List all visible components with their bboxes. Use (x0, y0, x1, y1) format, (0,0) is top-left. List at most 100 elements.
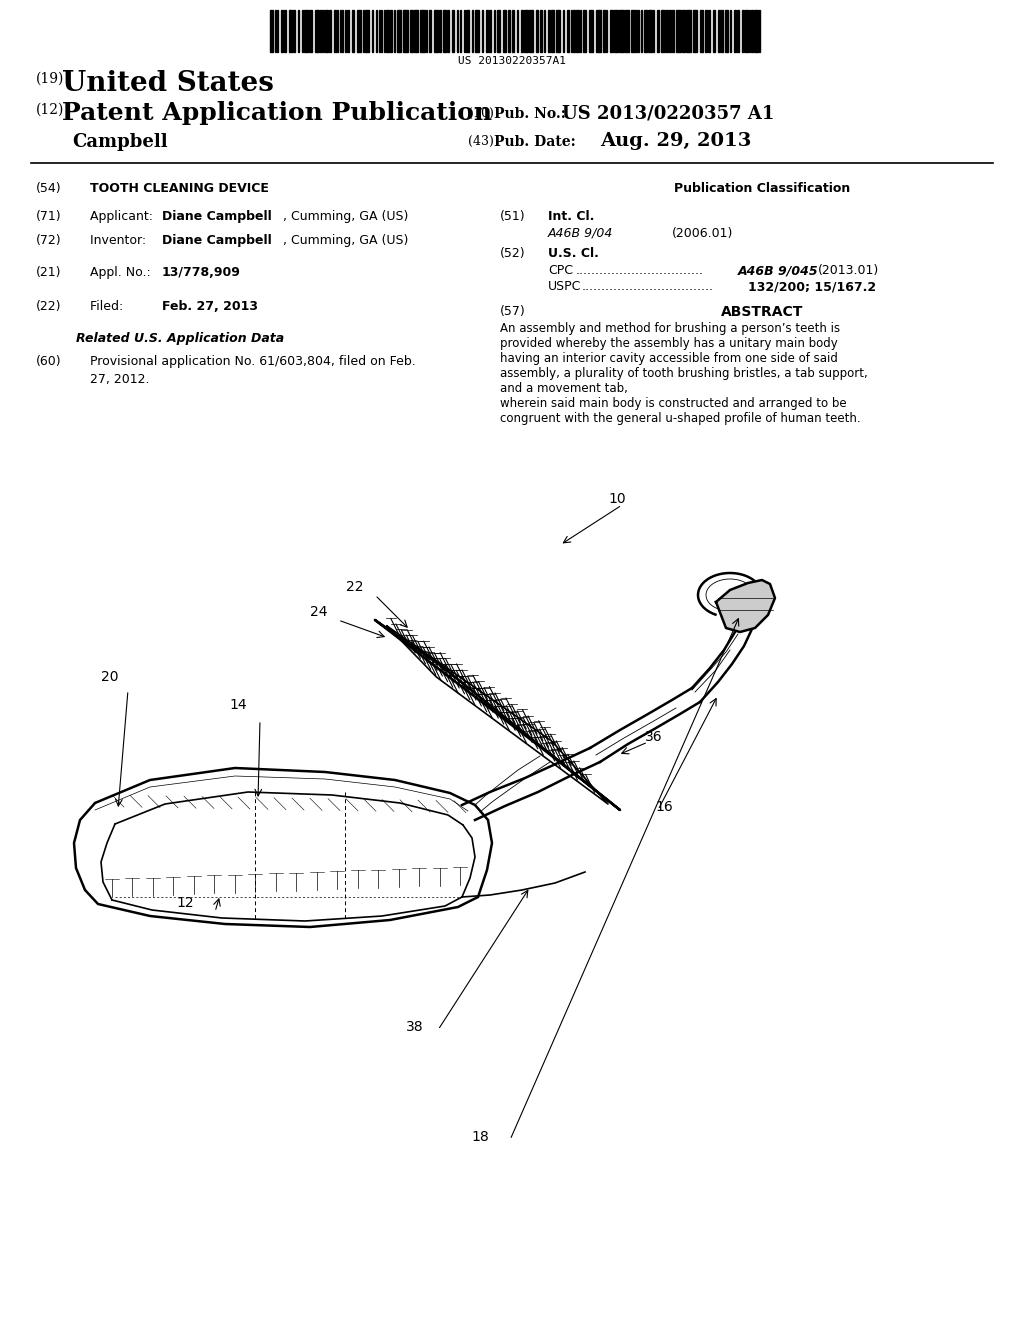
Bar (660, 11, 666, 51)
Bar (452, 11, 455, 51)
Bar (508, 11, 510, 51)
Text: Filed:: Filed: (90, 300, 156, 313)
Bar (274, 11, 276, 51)
Bar (744, 11, 748, 51)
Text: Related U.S. Application Data: Related U.S. Application Data (76, 333, 284, 345)
Text: (54): (54) (36, 182, 61, 195)
Bar (657, 11, 659, 51)
Text: (21): (21) (36, 267, 61, 279)
Bar (676, 11, 681, 51)
Bar (556, 11, 560, 51)
Bar (298, 11, 299, 51)
Bar (755, 11, 758, 51)
Bar (415, 11, 418, 51)
Bar (644, 11, 647, 51)
Bar (373, 11, 374, 51)
Bar (466, 11, 469, 51)
Bar (721, 11, 723, 51)
Bar (460, 11, 461, 51)
Bar (653, 11, 654, 51)
Text: CPC: CPC (548, 264, 573, 277)
Bar (737, 11, 738, 51)
Text: and a movement tab,: and a movement tab, (500, 381, 628, 395)
Bar (365, 11, 370, 51)
Bar (641, 11, 642, 51)
Text: .................................: ................................. (582, 280, 714, 293)
Text: Int. Cl.: Int. Cl. (548, 210, 594, 223)
Bar (637, 11, 640, 51)
Bar (631, 11, 636, 51)
Text: Provisional application No. 61/603,804, filed on Feb.
27, 2012.: Provisional application No. 61/603,804, … (90, 355, 416, 385)
Bar (548, 11, 550, 51)
Bar (472, 11, 473, 51)
Text: A46B 9/045: A46B 9/045 (738, 264, 818, 277)
Bar (329, 11, 331, 51)
Bar (447, 11, 449, 51)
Bar (741, 11, 743, 51)
Bar (285, 11, 287, 51)
Text: (12): (12) (36, 103, 65, 117)
Text: Patent Application Publication: Patent Application Publication (62, 102, 493, 125)
Text: An assembly and method for brushing a person’s teeth is: An assembly and method for brushing a pe… (500, 322, 840, 335)
Bar (730, 11, 731, 51)
Text: (60): (60) (36, 355, 61, 368)
Bar (751, 11, 753, 51)
Polygon shape (716, 579, 775, 632)
Bar (302, 11, 303, 51)
Bar (682, 11, 685, 51)
Bar (516, 11, 518, 51)
Text: (19): (19) (36, 73, 65, 86)
Text: Applicant:: Applicant: (90, 210, 161, 223)
Bar (397, 11, 401, 51)
Bar (386, 11, 389, 51)
Bar (520, 11, 523, 51)
Text: ABSTRACT: ABSTRACT (721, 305, 803, 319)
Text: congruent with the general u-shaped profile of human teeth.: congruent with the general u-shaped prof… (500, 412, 860, 425)
Bar (648, 11, 652, 51)
Bar (670, 11, 671, 51)
Text: (72): (72) (36, 234, 61, 247)
Bar (315, 11, 319, 51)
Bar (693, 11, 697, 51)
Bar (673, 11, 675, 51)
Text: assembly, a plurality of tooth brushing bristles, a tab support,: assembly, a plurality of tooth brushing … (500, 367, 867, 380)
Text: 14: 14 (229, 698, 247, 711)
Bar (589, 11, 593, 51)
Bar (536, 11, 538, 51)
Bar (577, 11, 580, 51)
Text: (71): (71) (36, 210, 61, 223)
Bar (410, 11, 413, 51)
Bar (570, 11, 572, 51)
Text: US 2013/0220357 A1: US 2013/0220357 A1 (562, 104, 774, 121)
Bar (759, 11, 760, 51)
Text: Pub. No.:: Pub. No.: (494, 107, 566, 121)
Bar (497, 11, 500, 51)
Bar (610, 11, 612, 51)
Bar (351, 11, 354, 51)
Bar (733, 11, 736, 51)
Text: (52): (52) (500, 247, 525, 260)
Bar (603, 11, 605, 51)
Bar (540, 11, 542, 51)
Bar (725, 11, 728, 51)
Bar (357, 11, 361, 51)
Text: TOOTH CLEANING DEVICE: TOOTH CLEANING DEVICE (90, 182, 269, 195)
Text: (43): (43) (468, 135, 494, 148)
Bar (714, 11, 716, 51)
Bar (304, 11, 308, 51)
Text: 24: 24 (310, 605, 328, 619)
Bar (390, 11, 392, 51)
Text: Inventor:: Inventor: (90, 234, 162, 247)
Bar (544, 11, 546, 51)
Bar (686, 11, 691, 51)
Bar (345, 11, 346, 51)
Text: US 20130220357A1: US 20130220357A1 (458, 55, 566, 66)
Bar (309, 11, 312, 51)
Bar (567, 11, 569, 51)
Text: 10: 10 (608, 492, 626, 506)
Bar (596, 11, 601, 51)
Bar (270, 11, 272, 51)
Text: (57): (57) (500, 305, 525, 318)
Bar (342, 11, 343, 51)
Text: 36: 36 (645, 730, 663, 744)
